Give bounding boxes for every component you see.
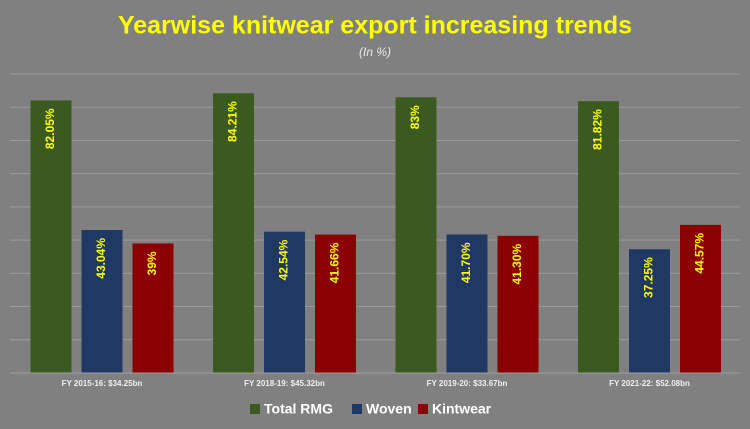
data-label: 37.25% — [642, 257, 656, 298]
bar — [497, 235, 539, 373]
legend-swatch — [352, 404, 362, 414]
legend-label: Woven — [366, 401, 412, 417]
legend-swatch — [418, 404, 428, 414]
bar — [132, 243, 174, 373]
bar — [629, 249, 670, 373]
data-label: 41.30% — [510, 243, 524, 284]
data-label: 44.57% — [693, 233, 707, 274]
data-label: 81.82% — [591, 109, 605, 150]
data-label: 43.04% — [94, 238, 108, 279]
bar — [81, 230, 123, 373]
x-tick-label: FY 2021-22: $52.08bn — [609, 379, 690, 388]
bar — [578, 101, 619, 373]
data-label: 42.54% — [277, 239, 291, 280]
bar — [446, 234, 488, 373]
bar — [395, 97, 437, 373]
data-label: 84.21% — [226, 101, 240, 142]
data-label: 39% — [145, 251, 159, 275]
legend-label: Kintwear — [432, 401, 492, 417]
chart-title: Yearwise knitwear export increasing tren… — [118, 12, 632, 40]
legend-swatch — [250, 404, 260, 414]
bar — [30, 100, 72, 373]
bar — [315, 234, 356, 373]
x-tick-label: FY 2018-19: $45.32bn — [244, 379, 325, 388]
data-label: 41.66% — [328, 242, 342, 283]
bar — [680, 224, 721, 373]
legend-label: Total RMG — [264, 401, 333, 417]
bar — [213, 93, 254, 374]
data-label: 82.05% — [43, 108, 57, 149]
x-tick-label: FY 2015-16: $34.25bn — [62, 379, 143, 388]
x-tick-label: FY 2019-20: $33.67bn — [427, 379, 508, 388]
chart-subtitle: (In %) — [359, 45, 391, 59]
bar — [264, 231, 305, 373]
data-label: 83% — [408, 105, 422, 129]
data-label: 41.70% — [459, 242, 473, 283]
